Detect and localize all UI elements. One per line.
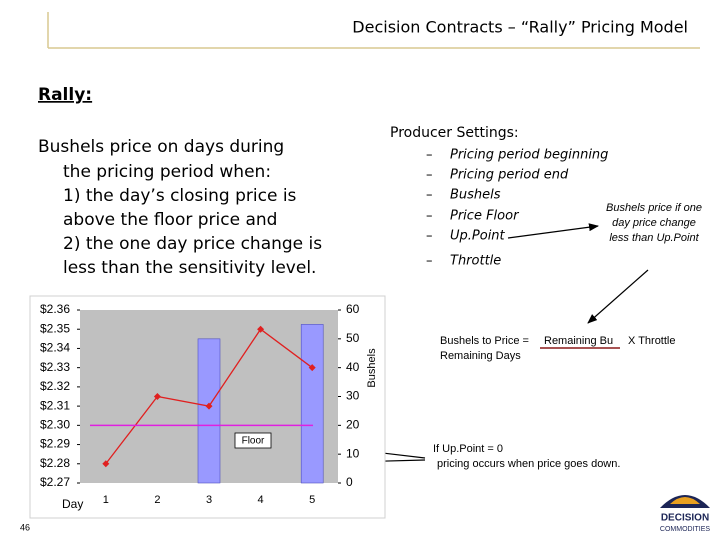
logo-text: COMMODITIES xyxy=(660,526,710,533)
y-tick-label: $2.31 xyxy=(40,398,70,412)
x-tick-label: 2 xyxy=(154,494,160,506)
logo-sun xyxy=(670,497,700,504)
note-line: Bushels price if one xyxy=(606,202,702,214)
y2-tick-label: 30 xyxy=(346,389,360,403)
description-line: 2) the one day price change is xyxy=(63,234,322,254)
x-tick-label: 4 xyxy=(258,494,264,506)
y-tick-label: $2.29 xyxy=(40,437,70,451)
settings-item: Bushels xyxy=(450,188,501,203)
settings-bullet: – xyxy=(426,188,433,203)
note-line: less than Up.Point xyxy=(609,232,699,244)
y-tick-label: $2.30 xyxy=(40,418,70,432)
y2-axis-label: Bushels xyxy=(366,348,378,388)
content: Decision Contracts – “Rally” Pricing Mod… xyxy=(20,18,710,533)
description-line: the pricing period when: xyxy=(63,162,271,182)
description-line: 1) the day’s closing price is xyxy=(63,186,297,206)
y2-tick-label: 60 xyxy=(346,302,360,316)
y-tick-label: $2.32 xyxy=(40,379,70,393)
settings-bullet: – xyxy=(426,254,433,269)
note-line: day price change xyxy=(612,217,696,229)
description-line: less than the sensitivity level. xyxy=(63,258,316,278)
description-line: Bushels price on days during xyxy=(38,137,284,157)
formula-lhs: Bushels to Price = xyxy=(440,335,529,347)
x-axis-label: Day xyxy=(62,497,83,511)
page-number: 46 xyxy=(20,522,30,532)
price-point xyxy=(308,364,316,372)
settings-item: Price Floor xyxy=(450,209,520,224)
x-tick-label: 1 xyxy=(103,494,109,506)
settings-bullet: – xyxy=(426,168,433,183)
settings-bullet: – xyxy=(426,229,433,244)
x-tick-label: 5 xyxy=(309,494,315,506)
price-point xyxy=(153,393,161,400)
y-tick-label: $2.33 xyxy=(40,360,70,374)
y-tick-label: $2.34 xyxy=(40,341,70,355)
arrow xyxy=(587,269,649,324)
floor-label-box xyxy=(234,432,272,449)
note-line: If Up.Point = 0 xyxy=(433,443,503,455)
x-tick-label: 3 xyxy=(206,494,212,506)
y2-tick-label: 40 xyxy=(346,360,360,374)
floor-label: Floor xyxy=(242,436,265,447)
formula-denominator: Remaining Days xyxy=(440,350,521,362)
y2-tick-label: 20 xyxy=(346,418,360,432)
price-point xyxy=(102,460,110,468)
y-tick-label: $2.28 xyxy=(40,456,70,470)
formula-numerator: Remaining Bu xyxy=(544,335,613,347)
section-title: Rally: xyxy=(38,85,92,105)
bar xyxy=(197,338,221,484)
y2-tick-label: 0 xyxy=(346,475,353,489)
y-tick-label: $2.36 xyxy=(40,302,70,316)
description-line: above the floor price and xyxy=(63,210,277,230)
slide-title: Decision Contracts – “Rally” Pricing Mod… xyxy=(352,18,688,37)
y2-tick-label: 50 xyxy=(346,331,360,345)
note-line: pricing occurs when price goes down. xyxy=(437,458,620,470)
bar xyxy=(300,324,324,484)
settings-item: Pricing period end xyxy=(450,168,569,183)
y2-tick-label: 10 xyxy=(346,446,360,460)
settings-title: Producer Settings: xyxy=(390,125,519,141)
settings-item: Pricing period beginning xyxy=(450,148,608,163)
settings-bullet: – xyxy=(426,209,433,224)
y-tick-label: $2.35 xyxy=(40,321,70,335)
y-tick-label: $2.27 xyxy=(40,475,70,489)
arrow xyxy=(507,223,599,239)
formula-operator: X Throttle xyxy=(628,335,676,347)
settings-item: Up.Point xyxy=(450,229,506,244)
settings-item: Throttle xyxy=(450,254,501,269)
price-point xyxy=(257,325,265,333)
logo-text: DECISION xyxy=(661,513,709,524)
settings-bullet: – xyxy=(426,148,433,163)
price-point xyxy=(205,402,213,410)
